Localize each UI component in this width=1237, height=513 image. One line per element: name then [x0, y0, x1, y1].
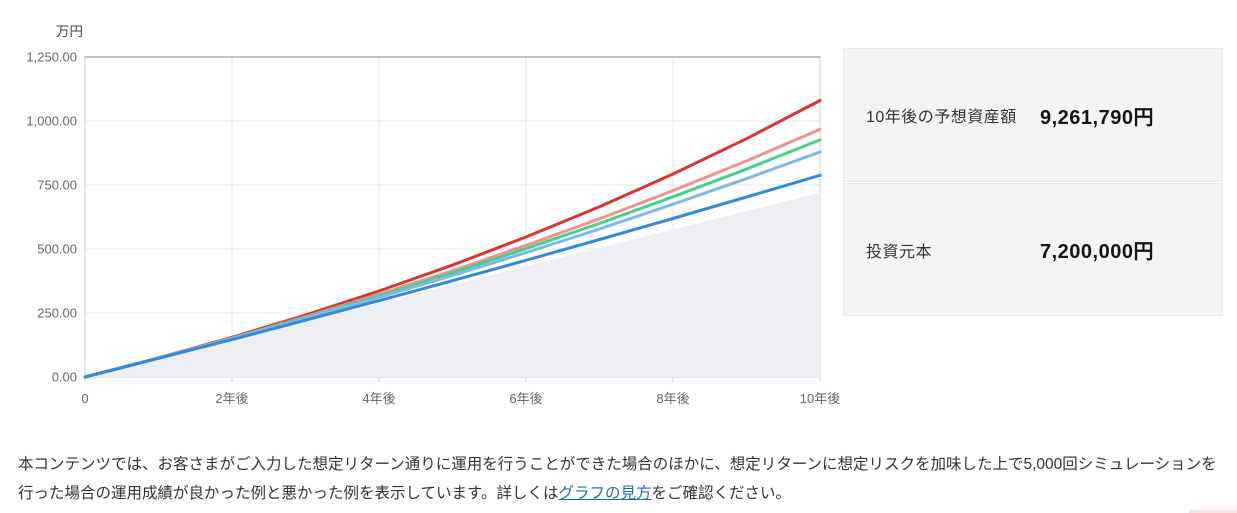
expected-assets-label: 10年後の予想資産額 [866, 109, 1017, 126]
svg-text:8年後: 8年後 [656, 391, 689, 406]
svg-text:250.00: 250.00 [37, 306, 77, 321]
summary-panel: 10年後の予想資産額 9,261,790円 投資元本 7,200,000円 [843, 48, 1223, 316]
principal-card: 投資元本 7,200,000円 [843, 183, 1223, 316]
disclaimer-text-before: 本コンテンツでは、お客さまがご入力した想定リターン通りに運用を行うことができた場… [18, 456, 1217, 502]
disclaimer-text-after: をご確認ください。 [651, 484, 792, 502]
svg-text:1,000.00: 1,000.00 [26, 114, 77, 129]
bottom-right-artifact [1189, 510, 1237, 513]
principal-value: 7,200,000円 [1040, 241, 1154, 263]
svg-text:10年後: 10年後 [800, 391, 840, 406]
svg-text:500.00: 500.00 [37, 242, 77, 257]
simulation-chart-area: 0 2年後 4年後 6年後 8年後 10年後 0.00 250.00 500.00 750.00 1… [26, 24, 840, 406]
simulation-chart: 0 2年後 4年後 6年後 8年後 10年後 0.00 250.00 500.00 750.00 1… [26, 24, 840, 406]
svg-text:0: 0 [81, 391, 88, 406]
expected-assets-card: 10年後の予想資産額 9,261,790円 [843, 48, 1223, 182]
svg-text:750.00: 750.00 [37, 178, 77, 193]
svg-text:6年後: 6年後 [509, 391, 542, 406]
svg-text:4年後: 4年後 [362, 391, 395, 406]
graph-guide-link[interactable]: グラフの見方 [558, 484, 652, 502]
svg-text:万円: 万円 [56, 24, 83, 39]
disclaimer-note: 本コンテンツでは、お客さまがご入力した想定リターン通りに運用を行うことができた場… [18, 451, 1226, 508]
svg-text:1,250.00: 1,250.00 [26, 50, 77, 65]
expected-assets-value: 9,261,790円 [1040, 106, 1154, 129]
svg-text:2年後: 2年後 [215, 391, 248, 406]
principal-label: 投資元本 [866, 243, 933, 261]
svg-text:0.00: 0.00 [52, 370, 77, 385]
